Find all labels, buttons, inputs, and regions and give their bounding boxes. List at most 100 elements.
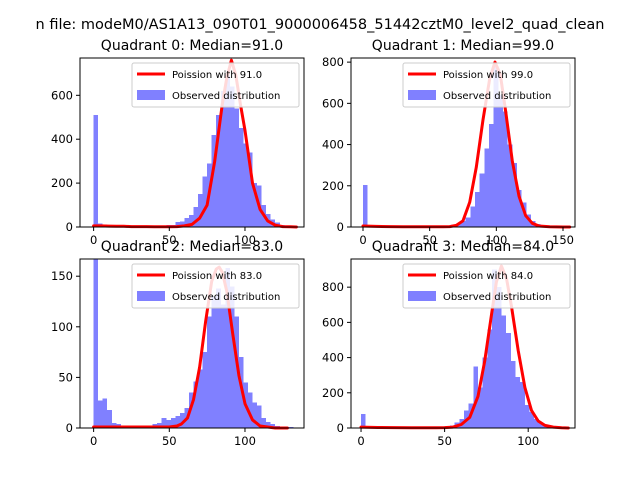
y-tick-label: 150 <box>51 269 73 283</box>
histogram-bar <box>510 361 516 428</box>
x-tick-label: 150 <box>552 233 574 247</box>
y-tick-label: 0 <box>337 421 344 435</box>
legend: Poission with 99.0 Observed distribution <box>402 62 571 108</box>
y-tick-label: 600 <box>51 88 73 102</box>
y-tick-label: 200 <box>322 386 344 400</box>
subplot-quadrant-2: 0 50 100 0 50 100 150 Quadrant 2: Median=83.0 Po… <box>51 239 305 448</box>
histogram-bar <box>238 128 244 227</box>
axes-frame <box>350 258 576 429</box>
legend-hist-swatch <box>408 291 436 301</box>
histogram-bar <box>361 413 366 428</box>
x-tick-label: 100 <box>517 434 539 448</box>
axes-frame <box>350 57 576 228</box>
histogram-bar <box>257 405 262 428</box>
legend-hist-label: Observed distribution <box>443 292 551 303</box>
histogram-bar <box>234 108 239 227</box>
histogram-bar <box>465 217 471 227</box>
histogram-bar <box>216 288 221 428</box>
subplot-title: Quadrant 2: Median=83.0 <box>101 239 283 255</box>
legend-box <box>402 62 571 108</box>
histogram-bar <box>234 316 239 428</box>
histogram-bar <box>211 296 217 428</box>
histogram-bar <box>225 268 230 428</box>
histogram-bar <box>220 304 226 428</box>
legend: Poission with 84.0 Observed distribution <box>402 263 571 309</box>
histogram-bar <box>193 207 199 227</box>
legend-hist-label: Observed distribution <box>172 292 280 303</box>
histogram-bar <box>252 183 258 227</box>
histogram-bar <box>493 66 499 228</box>
x-tick-label: 50 <box>162 233 177 247</box>
histogram-bar <box>363 184 368 227</box>
y-tick-label: 0 <box>66 220 73 234</box>
histogram-bar <box>229 86 235 227</box>
x-tick-label: 100 <box>234 233 256 247</box>
histogram-bar <box>470 206 475 227</box>
histogram-bar <box>492 269 497 428</box>
legend-box <box>402 263 571 309</box>
histogram-bar <box>98 400 103 428</box>
subplot-title: Quadrant 0: Median=91.0 <box>101 38 283 54</box>
y-tick-label: 600 <box>322 96 344 110</box>
histogram-bar <box>515 376 521 428</box>
histogram-bar <box>179 412 185 428</box>
axes-frame <box>79 258 305 429</box>
y-tick-label: 400 <box>51 132 73 146</box>
histogram-bar <box>198 369 203 428</box>
histogram-bar <box>252 402 258 428</box>
histogram-bars <box>93 259 294 428</box>
y-tick-label: 0 <box>66 421 73 435</box>
y-tick-label: 800 <box>322 280 344 294</box>
x-tick-label: 0 <box>359 233 366 247</box>
y-tick-label: 200 <box>322 179 344 193</box>
histogram-bar <box>489 123 494 227</box>
x-tick-label: 100 <box>234 434 256 448</box>
legend-fit-label: Poission with 84.0 <box>443 271 533 282</box>
legend-hist-swatch <box>408 90 436 100</box>
histogram-bar <box>478 387 483 428</box>
legend-hist-swatch <box>137 90 165 100</box>
legend-fit-label: Poission with 91.0 <box>172 70 262 81</box>
y-tick-label: 100 <box>51 320 73 334</box>
histogram-bar <box>161 417 167 428</box>
x-tick-label: 50 <box>422 233 437 247</box>
y-tick-label: 600 <box>322 315 344 329</box>
histogram-bar <box>243 143 248 227</box>
subplot-title: Quadrant 3: Median=84.0 <box>372 239 554 255</box>
poisson-fit-line <box>92 265 289 430</box>
histogram-bar <box>261 417 267 428</box>
histogram-bar <box>534 419 539 428</box>
histogram-bar <box>179 221 185 227</box>
histogram-bar <box>484 148 489 227</box>
histogram-bar <box>487 329 493 428</box>
subplot-grid: 0 50 100 0 200 400 600 Quadrant 0: Median=91.0 P… <box>51 38 576 448</box>
x-tick-label: 50 <box>162 434 177 448</box>
legend-hist-swatch <box>137 291 165 301</box>
histogram-bar <box>507 144 513 227</box>
legend: Poission with 91.0 Observed distribution <box>131 62 300 108</box>
histogram-bar <box>202 352 208 428</box>
y-tick-label: 400 <box>322 351 344 365</box>
histogram-bar <box>111 422 117 428</box>
histogram-bar <box>225 75 230 227</box>
legend-box <box>131 62 300 108</box>
histogram-bar <box>498 95 503 227</box>
subplot-title: Quadrant 1: Median=99.0 <box>372 38 554 54</box>
y-tick-label: 400 <box>322 138 344 152</box>
histogram-bar <box>193 381 199 428</box>
histogram-bar <box>102 398 108 428</box>
x-tick-label: 0 <box>90 233 97 247</box>
histogram-bar <box>473 366 479 428</box>
subplot-quadrant-0: 0 50 100 0 200 400 600 Quadrant 0: Median=91.0 P… <box>51 38 305 247</box>
histogram-bar <box>188 214 194 227</box>
histogram-bar <box>482 357 488 428</box>
histogram-bar <box>248 152 253 227</box>
histogram-bar <box>538 422 544 428</box>
legend-fit-label: Poission with 99.0 <box>443 70 533 81</box>
axes-frame <box>79 57 305 228</box>
subplot-quadrant-1: 0 50 100 150 0 200 400 600 800 Quadrant 1: Median… <box>322 38 576 247</box>
legend-hist-label: Observed distribution <box>443 91 551 102</box>
y-tick-label: 200 <box>51 176 73 190</box>
histogram-bar <box>524 405 530 428</box>
